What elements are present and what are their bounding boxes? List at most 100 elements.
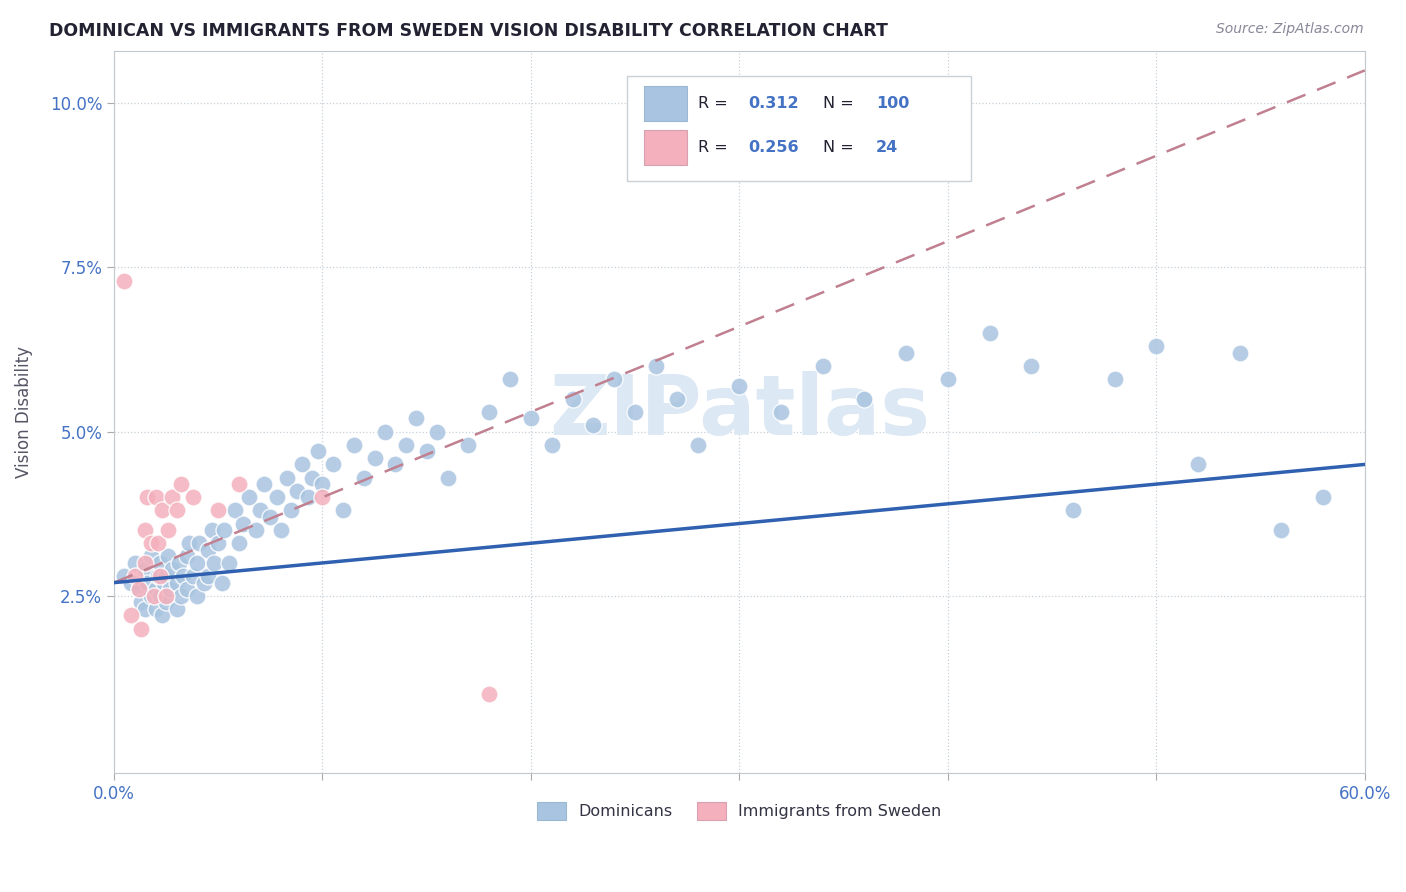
Point (322, 458, 344, 472)
Point (415, 444, 437, 458)
Text: Source: ZipAtlas.com: Source: ZipAtlas.com (1216, 22, 1364, 37)
Point (207, 503, 229, 517)
Point (728, 378, 751, 392)
Point (1104, 372, 1126, 386)
Point (311, 477, 333, 491)
Point (276, 470, 298, 484)
Point (686, 438, 709, 452)
Point (224, 503, 246, 517)
Point (150, 503, 173, 517)
Point (214, 523, 236, 537)
Point (112, 274, 135, 288)
Text: 0.312: 0.312 (748, 96, 799, 111)
Point (561, 392, 583, 406)
Point (297, 490, 319, 504)
Point (266, 490, 288, 504)
Point (181, 490, 204, 504)
Point (478, 687, 501, 701)
Point (395, 438, 418, 452)
Point (582, 417, 605, 432)
Point (120, 608, 142, 623)
FancyBboxPatch shape (644, 86, 688, 120)
Point (540, 438, 562, 452)
Point (134, 602, 156, 616)
Point (129, 622, 152, 636)
Point (136, 575, 159, 590)
Point (457, 438, 479, 452)
Point (374, 425, 396, 439)
Point (157, 549, 180, 564)
Point (259, 510, 281, 524)
Point (499, 372, 522, 386)
Point (141, 536, 163, 550)
Point (363, 450, 385, 465)
Point (136, 490, 159, 504)
Point (1270, 523, 1292, 537)
Point (665, 392, 688, 406)
Point (181, 569, 204, 583)
Point (211, 575, 233, 590)
Y-axis label: Vision Disability: Vision Disability (15, 346, 32, 478)
Point (150, 608, 173, 623)
Point (170, 477, 193, 491)
Text: N =: N = (823, 140, 859, 155)
Point (176, 549, 198, 564)
Point (134, 523, 156, 537)
Point (128, 582, 150, 597)
Point (162, 562, 184, 576)
Point (853, 392, 876, 406)
Point (478, 405, 501, 419)
Point (134, 556, 156, 570)
Point (202, 556, 225, 570)
Point (307, 444, 329, 458)
Point (301, 470, 323, 484)
Point (645, 359, 668, 373)
Point (146, 536, 169, 550)
Point (384, 458, 406, 472)
Point (112, 569, 135, 583)
Point (405, 411, 427, 425)
Point (153, 575, 176, 590)
Point (1019, 359, 1042, 373)
Point (332, 503, 354, 517)
Point (1187, 458, 1209, 472)
FancyBboxPatch shape (627, 76, 970, 181)
Point (245, 523, 267, 537)
Point (253, 477, 276, 491)
Point (149, 589, 172, 603)
Point (141, 589, 163, 603)
Point (128, 582, 150, 597)
Point (979, 326, 1001, 340)
Point (193, 575, 215, 590)
Point (188, 536, 211, 550)
FancyBboxPatch shape (644, 130, 688, 165)
Text: DOMINICAN VS IMMIGRANTS FROM SWEDEN VISION DISABILITY CORRELATION CHART: DOMINICAN VS IMMIGRANTS FROM SWEDEN VISI… (49, 22, 889, 40)
Point (520, 411, 543, 425)
Point (343, 438, 366, 452)
Point (1062, 503, 1084, 517)
Point (238, 490, 260, 504)
Point (353, 470, 375, 484)
Point (1229, 345, 1251, 359)
Point (172, 569, 194, 583)
Text: R =: R = (699, 96, 733, 111)
Point (624, 405, 647, 419)
Point (120, 575, 142, 590)
Point (166, 575, 188, 590)
Point (162, 490, 184, 504)
Point (228, 536, 250, 550)
Point (149, 569, 172, 583)
Point (149, 556, 172, 570)
Point (166, 503, 188, 517)
Point (280, 503, 302, 517)
Point (426, 425, 449, 439)
Text: 0.256: 0.256 (748, 140, 799, 155)
Point (124, 569, 146, 583)
Legend: Dominicans, Immigrants from Sweden: Dominicans, Immigrants from Sweden (531, 796, 948, 827)
Point (1144, 339, 1167, 353)
Point (896, 345, 918, 359)
Point (207, 536, 229, 550)
Point (186, 589, 208, 603)
Point (129, 595, 152, 609)
Point (770, 405, 793, 419)
